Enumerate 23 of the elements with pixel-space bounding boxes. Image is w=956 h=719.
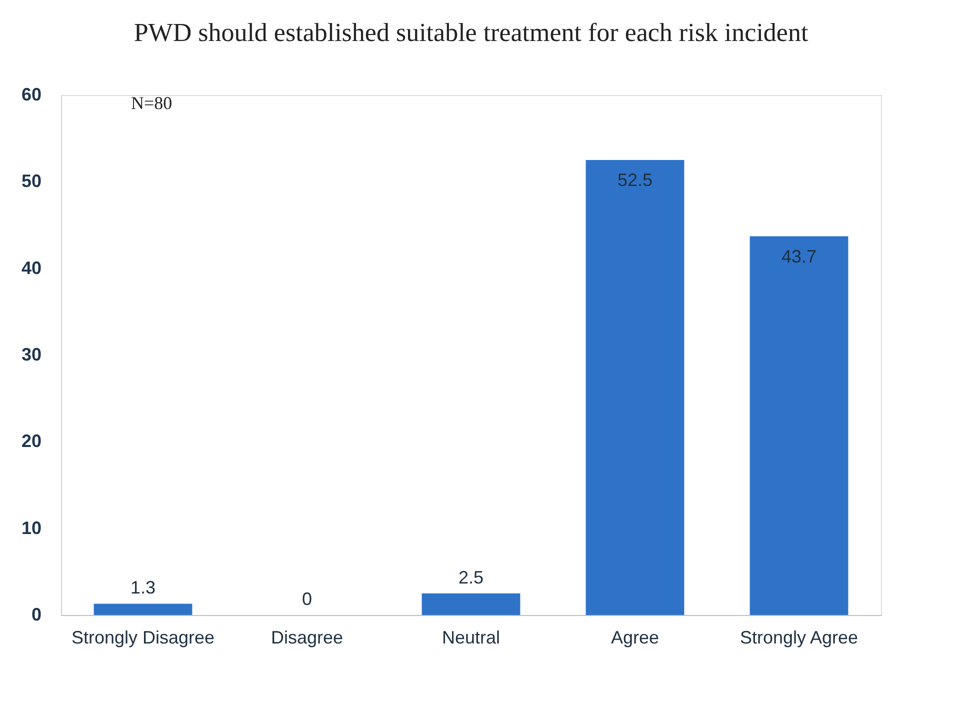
y-tick-label: 0 xyxy=(31,604,42,624)
annotation: N=80 xyxy=(131,93,172,113)
y-tick-label: 50 xyxy=(21,171,42,192)
y-tick-label: 10 xyxy=(21,518,42,538)
data-label: 52.5 xyxy=(617,170,653,190)
y-tick-label: 20 xyxy=(21,431,42,452)
bar xyxy=(94,604,192,615)
chart-title: PWD should established suitable treatment for each risk incident xyxy=(134,18,809,47)
data-label: 2.5 xyxy=(458,567,484,588)
x-tick-label: Agree xyxy=(610,628,660,648)
x-tick-label: Neutral xyxy=(442,628,500,648)
data-label: 43.7 xyxy=(781,246,817,266)
bar xyxy=(750,236,848,615)
bar xyxy=(586,160,684,615)
y-tick-label: 60 xyxy=(21,84,42,104)
x-tick-label: Strongly Agree xyxy=(740,628,858,648)
bar xyxy=(422,593,520,615)
data-label: 1.3 xyxy=(130,578,156,598)
x-tick-label: Disagree xyxy=(270,628,344,648)
x-tick-label: Strongly Disagree xyxy=(71,628,215,648)
y-tick-label: 30 xyxy=(21,344,42,364)
y-tick-label: 40 xyxy=(21,258,42,278)
data-label: 0 xyxy=(302,589,312,609)
